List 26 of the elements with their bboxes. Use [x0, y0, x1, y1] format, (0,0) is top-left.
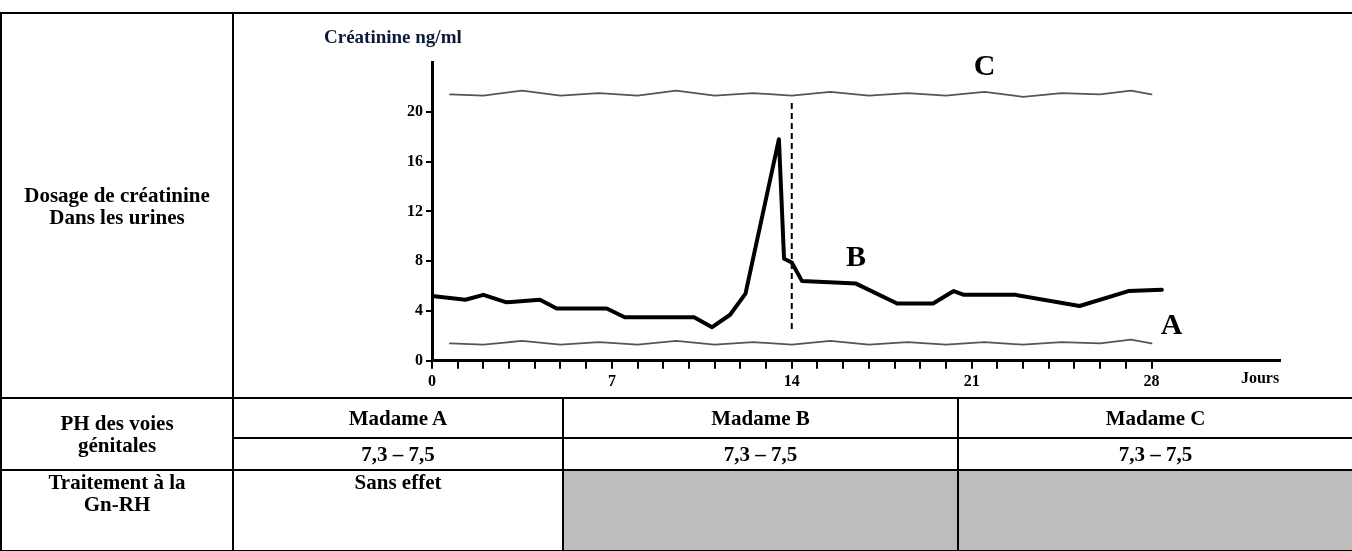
series-label: C [973, 47, 996, 81]
x-tick-label: 28 [1143, 371, 1160, 389]
text: Sans effet [233, 470, 563, 551]
text: Madame B [563, 398, 958, 438]
text: Traitement à la Gn-RH [1, 470, 233, 551]
text: Madame A [233, 398, 563, 438]
y-tick-label: 8 [415, 251, 423, 269]
x-tick-label: 0 [428, 371, 436, 389]
x-tick-label: 21 [963, 371, 980, 389]
y-axis-title: Créatinine ng/ml [324, 26, 462, 47]
x-tick-label: 14 [783, 371, 800, 389]
text: 7,3 – 7,5 [233, 438, 563, 470]
text: Dosage de créatinine Dans les urines [1, 13, 233, 398]
x-tick-label: 7 [607, 371, 616, 389]
text: 7,3 – 7,5 [958, 438, 1352, 470]
text: Madame C [958, 398, 1352, 438]
series-label: A [1160, 307, 1183, 341]
series-label: B [845, 239, 867, 273]
y-tick-label: 20 [407, 101, 423, 119]
y-tick-label: 16 [407, 151, 423, 169]
text: 7,3 – 7,5 [563, 438, 958, 470]
x-axis-title: Jours [1240, 368, 1280, 386]
y-tick-label: 0 [415, 350, 423, 368]
y-tick-label: 12 [407, 201, 423, 219]
text: PH des voies génitales [1, 398, 233, 470]
y-tick-label: 4 [415, 301, 423, 319]
